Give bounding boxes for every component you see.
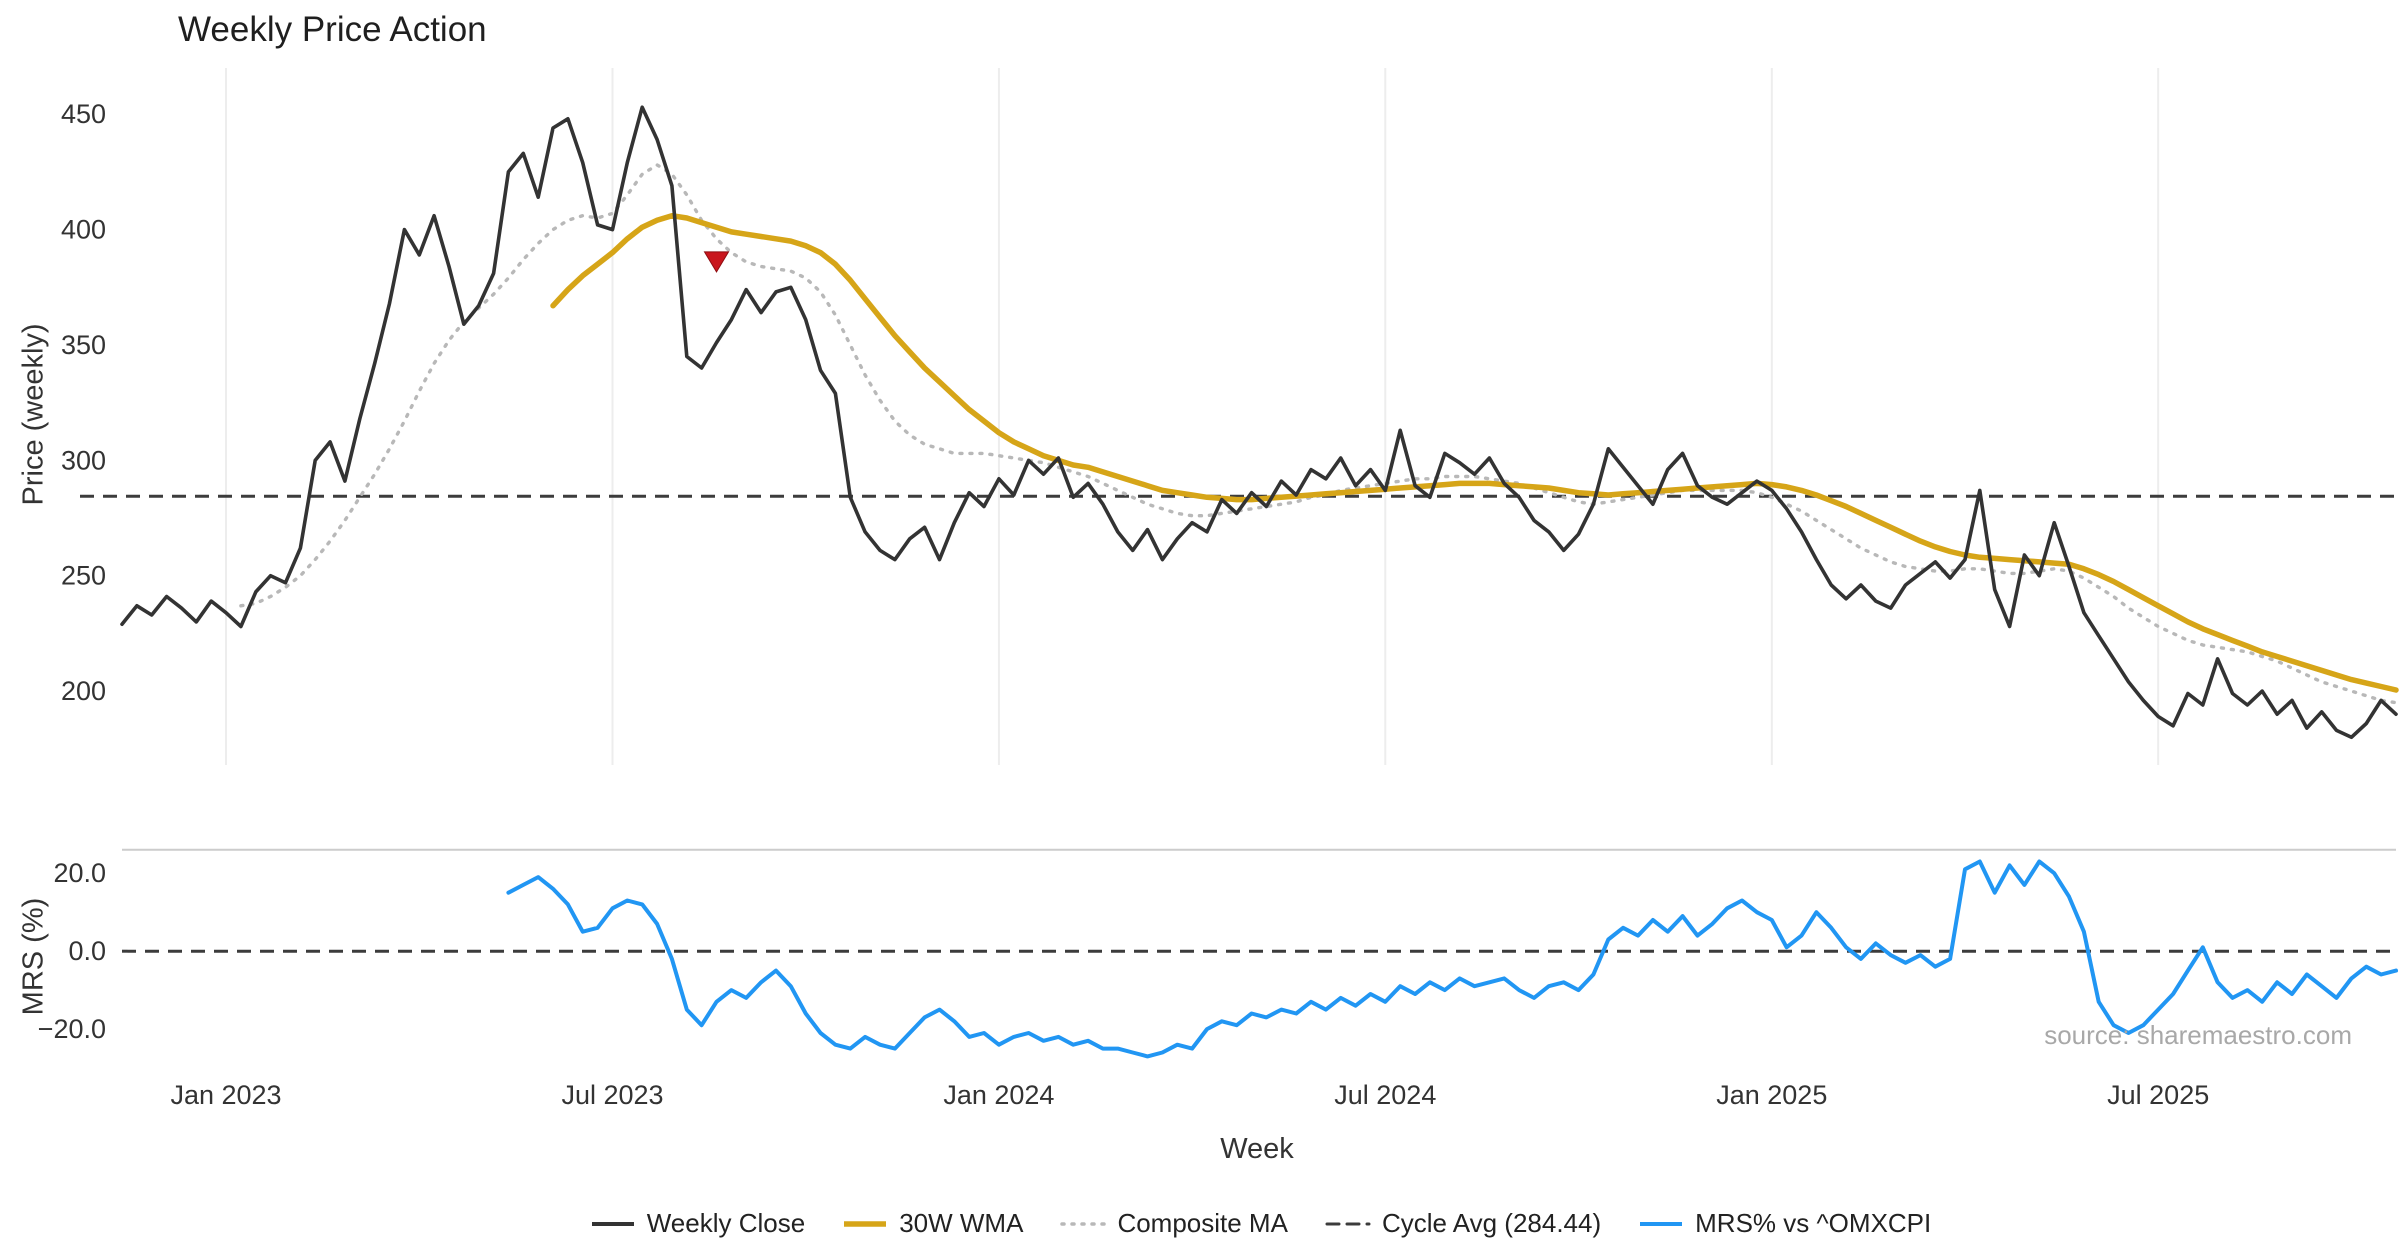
cycle-avg-dashed-swatch bbox=[1325, 1222, 1371, 1225]
x-axis-title: Week bbox=[1220, 1133, 1294, 1165]
legend-item-30w-wma: 30W WMA bbox=[841, 1208, 1023, 1239]
weekly-close-line-swatch bbox=[591, 1221, 634, 1226]
price-mrs-chart-canvas: 450 400 350 300 250 200 20.0 0.0 −20.0 Jan 2023 Ju… bbox=[38, 68, 2399, 1110]
legend-label: 30W WMA bbox=[899, 1208, 1024, 1238]
legend-label: MRS% vs ^OMXCPI bbox=[1695, 1208, 1932, 1238]
svg-text:200: 200 bbox=[61, 676, 106, 706]
svg-text:Jan 2024: Jan 2024 bbox=[943, 1080, 1054, 1110]
svg-text:400: 400 bbox=[61, 215, 106, 245]
svg-text:Jan 2023: Jan 2023 bbox=[170, 1080, 281, 1110]
svg-text:300: 300 bbox=[61, 445, 106, 475]
legend-item-composite-ma: Composite MA bbox=[1059, 1208, 1288, 1239]
legend-item-cycle-avg: Cycle Avg (284.44) bbox=[1324, 1208, 1601, 1239]
svg-text:Jul 2024: Jul 2024 bbox=[1334, 1080, 1436, 1110]
composite-ma-dotted-swatch bbox=[1060, 1221, 1107, 1226]
svg-text:20.0: 20.0 bbox=[53, 858, 106, 888]
svg-text:−20.0: −20.0 bbox=[38, 1014, 106, 1044]
svg-text:Jul 2025: Jul 2025 bbox=[2107, 1080, 2209, 1110]
wma-line-swatch bbox=[844, 1220, 887, 1227]
source-watermark: source: sharemaestro.com bbox=[2044, 1020, 2352, 1050]
svg-text:Jul 2023: Jul 2023 bbox=[561, 1080, 663, 1110]
legend-item-mrs: MRS% vs ^OMXCPI bbox=[1637, 1208, 1931, 1239]
legend-label: Cycle Avg (284.44) bbox=[1381, 1208, 1602, 1238]
svg-text:0.0: 0.0 bbox=[68, 936, 106, 966]
legend-item-weekly-close: Weekly Close bbox=[589, 1208, 805, 1239]
svg-text:450: 450 bbox=[61, 99, 106, 129]
chart-legend: Weekly Close 30W WMA Composite MA Cycle … bbox=[120, 1208, 2400, 1239]
legend-label: Composite MA bbox=[1117, 1208, 1288, 1238]
svg-text:Jan 2025: Jan 2025 bbox=[1716, 1080, 1827, 1110]
legend-label: Weekly Close bbox=[646, 1208, 806, 1238]
svg-text:250: 250 bbox=[61, 561, 106, 591]
chart-title: Weekly Price Action bbox=[178, 10, 487, 49]
mrs-line-swatch bbox=[1640, 1221, 1683, 1226]
svg-text:350: 350 bbox=[61, 330, 106, 360]
